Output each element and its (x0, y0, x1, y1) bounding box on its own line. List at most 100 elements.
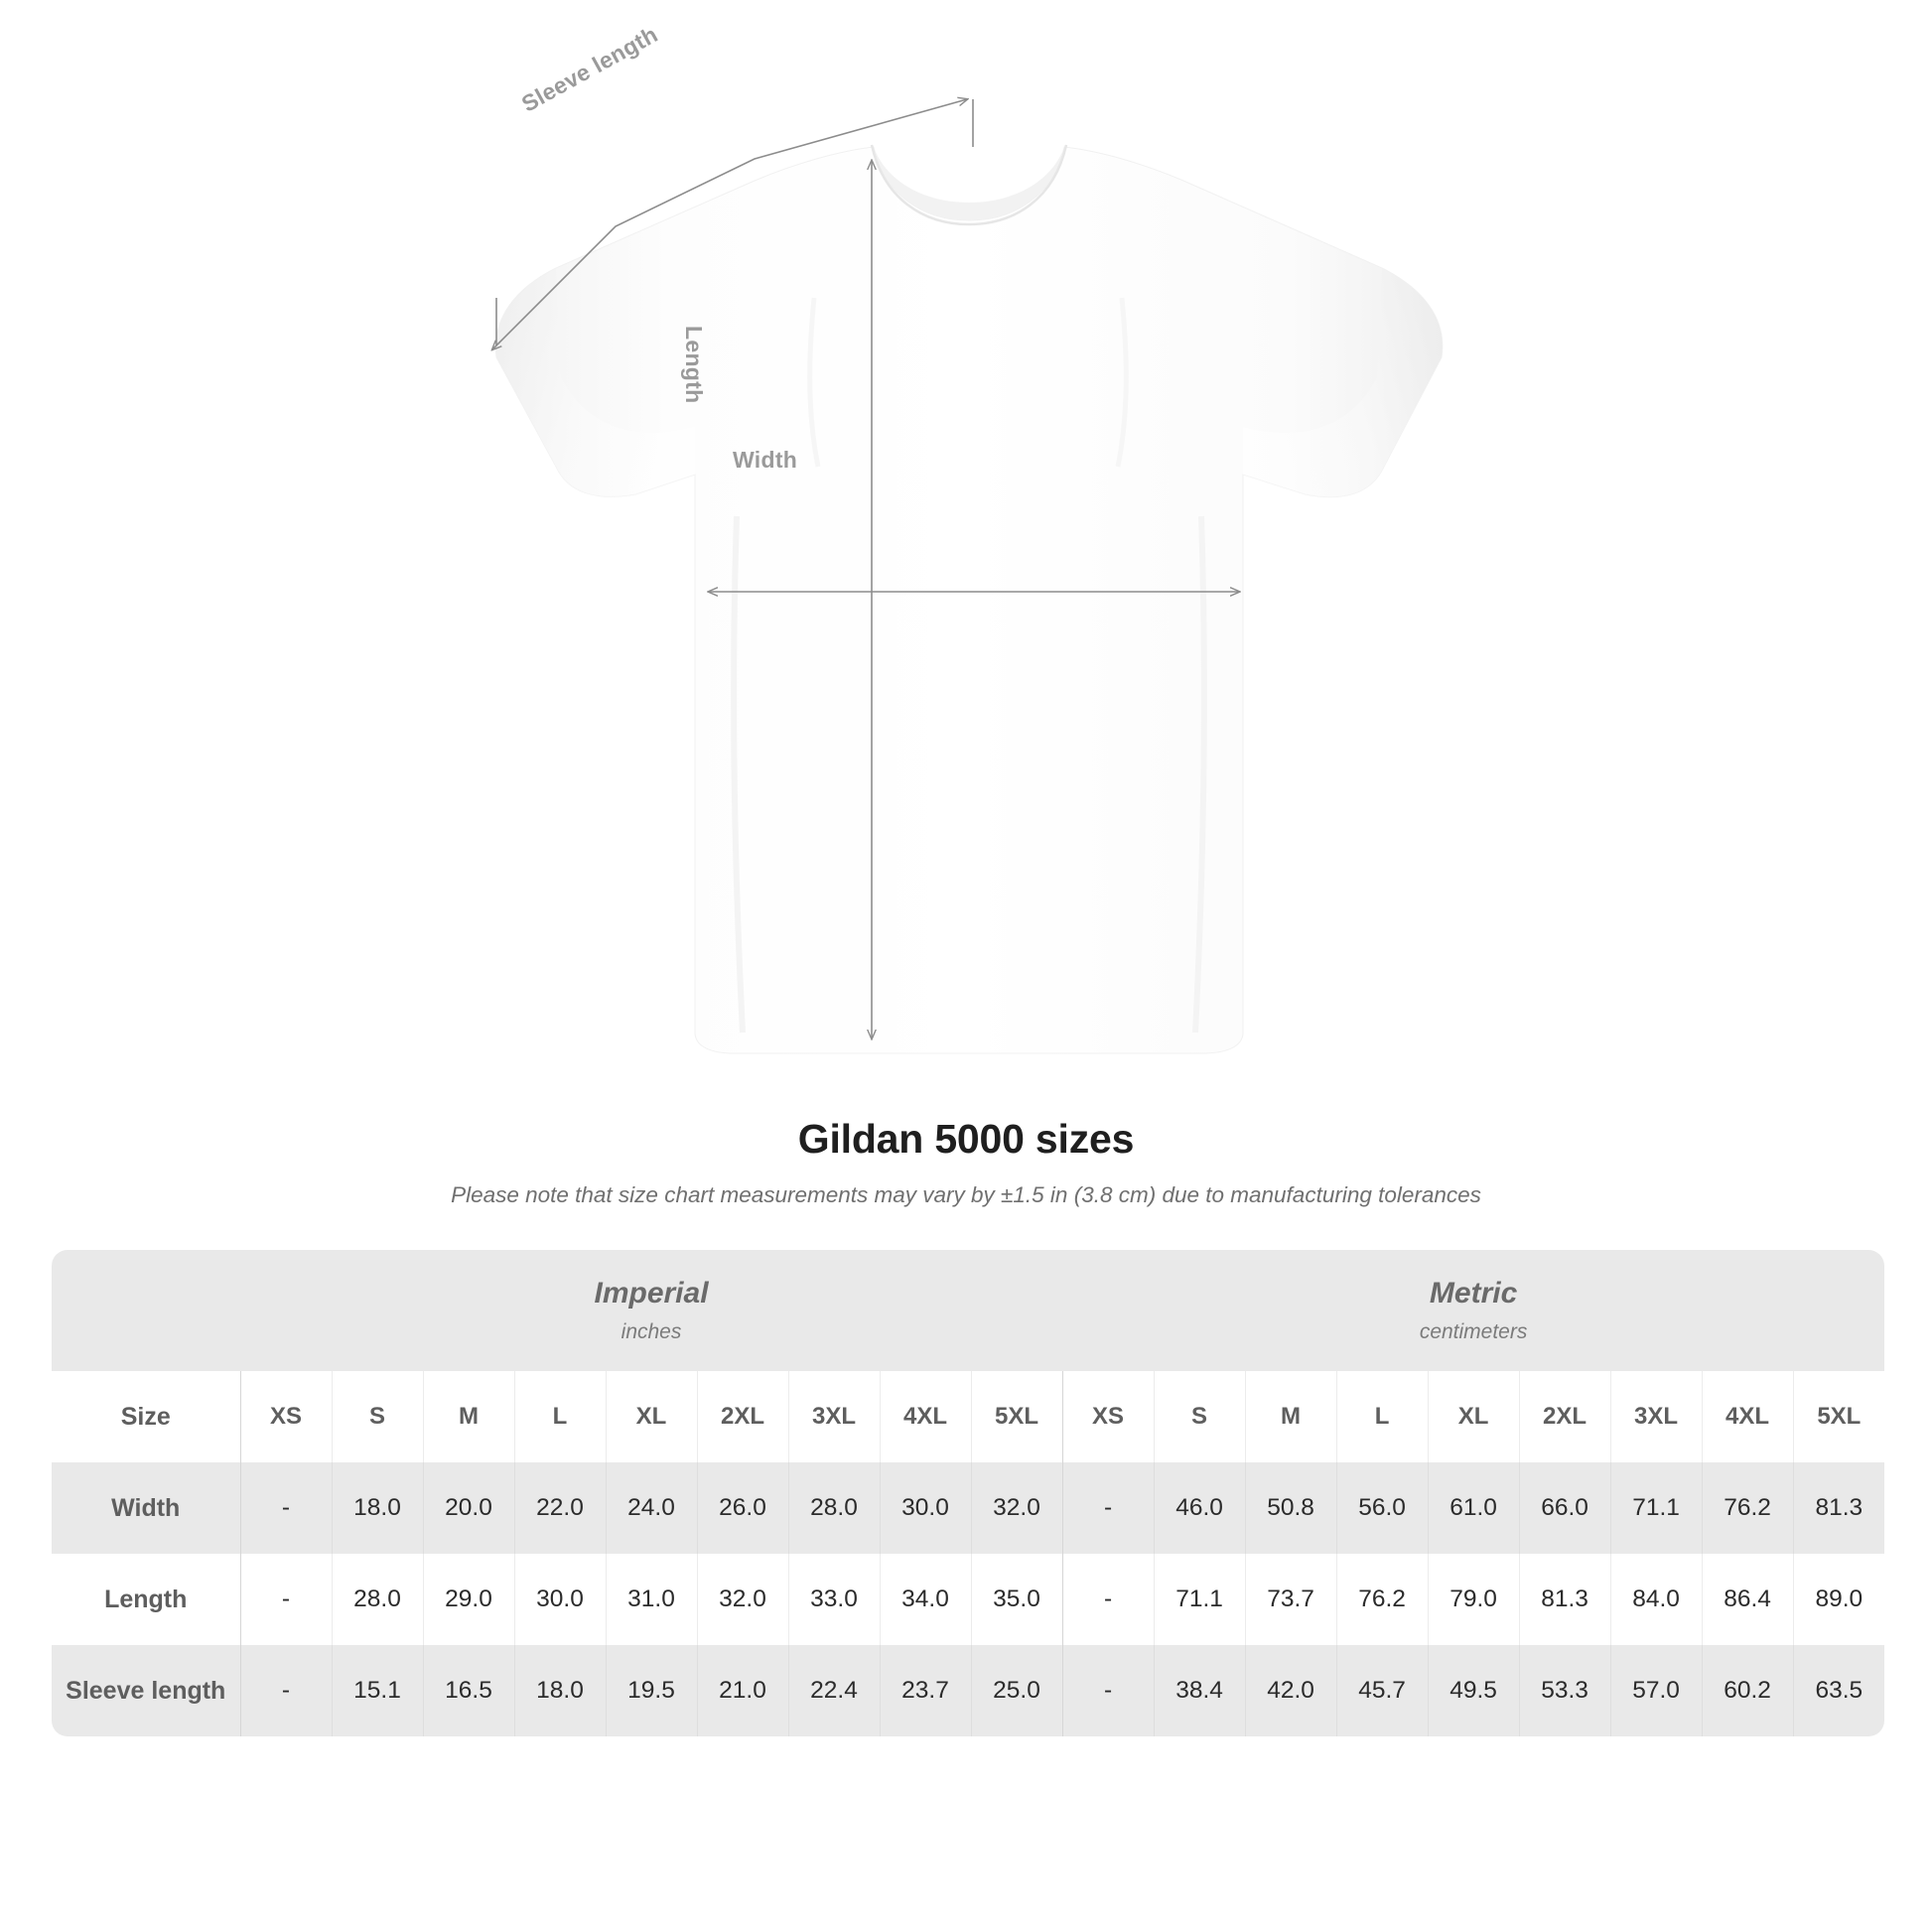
size-header-met-5: 2XL (1518, 1371, 1611, 1462)
cell-sleeve-imp-7: 23.7 (879, 1645, 971, 1736)
cell-length-imp-0: - (239, 1554, 332, 1645)
shirt-shape (494, 144, 1444, 1054)
row-label-sleeve-length: Sleeve length (52, 1645, 240, 1736)
size-table: Imperial inches Metric centimeters Size … (52, 1250, 1885, 1736)
size-header-met-2: M (1244, 1371, 1337, 1462)
cell-width-imp-2: 20.0 (422, 1462, 514, 1554)
unit-header-metric: Metric centimeters (1062, 1250, 1885, 1371)
metric-name: Metric (1429, 1277, 1518, 1310)
cell-width-met-1: 46.0 (1153, 1462, 1246, 1554)
cell-width-imp-6: 28.0 (787, 1462, 880, 1554)
cell-sleeve-met-3: 45.7 (1335, 1645, 1429, 1736)
size-header-imp-8: 5XL (970, 1371, 1063, 1462)
cell-length-met-5: 81.3 (1518, 1554, 1611, 1645)
size-header-met-0: XS (1061, 1371, 1155, 1462)
cell-width-met-2: 50.8 (1244, 1462, 1337, 1554)
size-header-imp-0: XS (239, 1371, 332, 1462)
cell-sleeve-met-5: 53.3 (1518, 1645, 1611, 1736)
cell-length-met-6: 84.0 (1609, 1554, 1703, 1645)
row-label-width: Width (52, 1462, 240, 1554)
unit-header-spacer (52, 1250, 240, 1371)
tolerance-note: Please note that size chart measurements… (451, 1182, 1481, 1207)
cell-width-met-5: 66.0 (1518, 1462, 1611, 1554)
cell-sleeve-met-0: - (1061, 1645, 1155, 1736)
size-header-imp-6: 3XL (787, 1371, 880, 1462)
size-header-met-7: 4XL (1701, 1371, 1794, 1462)
cell-length-met-0: - (1061, 1554, 1155, 1645)
cell-sleeve-met-7: 60.2 (1701, 1645, 1794, 1736)
size-header-met-1: S (1153, 1371, 1246, 1462)
cell-length-imp-4: 31.0 (605, 1554, 697, 1645)
metric-sub: centimeters (1419, 1320, 1528, 1343)
cell-length-met-7: 86.4 (1701, 1554, 1794, 1645)
cell-width-met-0: - (1061, 1462, 1155, 1554)
size-header-met-8: 5XL (1792, 1371, 1885, 1462)
cell-sleeve-met-1: 38.4 (1153, 1645, 1246, 1736)
cell-width-met-3: 56.0 (1335, 1462, 1429, 1554)
column-header-size: Size (52, 1371, 240, 1462)
cell-width-met-4: 61.0 (1427, 1462, 1520, 1554)
cell-width-met-8: 81.3 (1792, 1462, 1885, 1554)
width-label: Width (733, 447, 798, 473)
size-header-met-4: XL (1427, 1371, 1520, 1462)
size-table-wrapper: Imperial inches Metric centimeters Size … (52, 1250, 1885, 1736)
cell-width-imp-7: 30.0 (879, 1462, 971, 1554)
cell-length-imp-6: 33.0 (787, 1554, 880, 1645)
sleeve-length-measure (492, 99, 974, 349)
unit-header-imperial: Imperial inches (240, 1250, 1063, 1371)
size-header-met-6: 3XL (1609, 1371, 1703, 1462)
size-header-imp-3: L (513, 1371, 606, 1462)
size-header-row: Size XS S M L XL 2XL 3XL 4XL 5XL XS S M … (52, 1371, 1885, 1462)
cell-length-imp-3: 30.0 (513, 1554, 606, 1645)
cell-sleeve-met-8: 63.5 (1792, 1645, 1885, 1736)
cell-sleeve-imp-3: 18.0 (513, 1645, 606, 1736)
cell-length-imp-5: 32.0 (696, 1554, 788, 1645)
size-header-imp-5: 2XL (696, 1371, 788, 1462)
table-row: Width - 18.0 20.0 22.0 24.0 26.0 28.0 30… (52, 1462, 1885, 1554)
row-label-length: Length (52, 1554, 240, 1645)
unit-header-row: Imperial inches Metric centimeters (52, 1250, 1885, 1371)
cell-sleeve-imp-2: 16.5 (422, 1645, 514, 1736)
cell-sleeve-imp-4: 19.5 (605, 1645, 697, 1736)
cell-length-met-4: 79.0 (1427, 1554, 1520, 1645)
cell-sleeve-met-4: 49.5 (1427, 1645, 1520, 1736)
cell-width-met-6: 71.1 (1609, 1462, 1703, 1554)
title-block: Gildan 5000 sizes Please note that size … (0, 1116, 1932, 1208)
cell-sleeve-imp-1: 15.1 (331, 1645, 423, 1736)
size-header-met-3: L (1335, 1371, 1429, 1462)
imperial-name: Imperial (594, 1277, 709, 1310)
page-title: Gildan 5000 sizes (797, 1116, 1135, 1162)
size-header-imp-2: M (422, 1371, 514, 1462)
cell-length-imp-7: 34.0 (879, 1554, 971, 1645)
cell-sleeve-met-6: 57.0 (1609, 1645, 1703, 1736)
table-row: Sleeve length - 15.1 16.5 18.0 19.5 21.0… (52, 1645, 1885, 1736)
cell-width-imp-8: 32.0 (970, 1462, 1063, 1554)
cell-width-met-7: 76.2 (1701, 1462, 1794, 1554)
cell-length-met-3: 76.2 (1335, 1554, 1429, 1645)
length-label: Length (681, 326, 707, 404)
cell-sleeve-imp-5: 21.0 (696, 1645, 788, 1736)
cell-length-met-2: 73.7 (1244, 1554, 1337, 1645)
cell-width-imp-4: 24.0 (605, 1462, 697, 1554)
size-header-imp-4: XL (605, 1371, 697, 1462)
cell-length-met-8: 89.0 (1792, 1554, 1885, 1645)
cell-width-imp-0: - (239, 1462, 332, 1554)
cell-sleeve-met-2: 42.0 (1244, 1645, 1337, 1736)
cell-length-imp-2: 29.0 (422, 1554, 514, 1645)
cell-sleeve-imp-8: 25.0 (970, 1645, 1063, 1736)
size-header-imp-1: S (331, 1371, 423, 1462)
cell-sleeve-imp-6: 22.4 (787, 1645, 880, 1736)
cell-width-imp-1: 18.0 (331, 1462, 423, 1554)
cell-length-imp-8: 35.0 (970, 1554, 1063, 1645)
tshirt-illustration (0, 0, 1444, 1054)
cell-width-imp-3: 22.0 (513, 1462, 606, 1554)
cell-length-met-1: 71.1 (1153, 1554, 1246, 1645)
cell-sleeve-imp-0: - (239, 1645, 332, 1736)
size-header-imp-7: 4XL (879, 1371, 971, 1462)
table-row: Length - 28.0 29.0 30.0 31.0 32.0 33.0 3… (52, 1554, 1885, 1645)
imperial-sub: inches (621, 1320, 682, 1343)
cell-width-imp-5: 26.0 (696, 1462, 788, 1554)
cell-length-imp-1: 28.0 (331, 1554, 423, 1645)
tshirt-diagram: Sleeve length Length Width (0, 0, 1444, 1054)
